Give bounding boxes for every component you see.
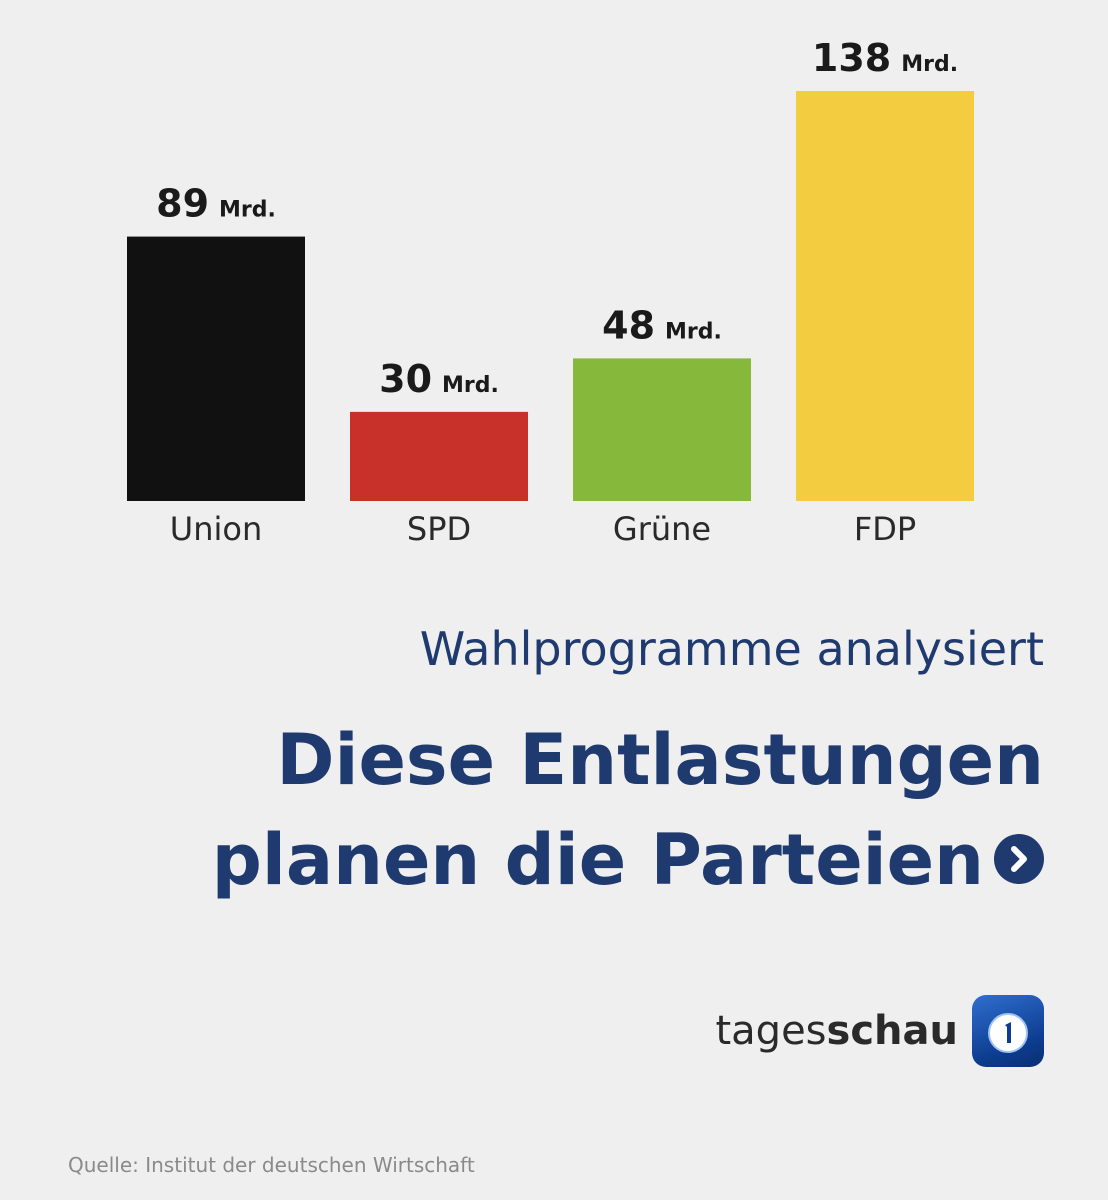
brand-name-part1: tages xyxy=(715,1008,827,1054)
headline-line-2: planen die Parteien xyxy=(212,810,1044,910)
category-label-0: Union xyxy=(170,510,262,548)
subtitle: Wahlprogramme analysiert xyxy=(419,622,1044,676)
bar-2 xyxy=(573,358,751,501)
bar-chart: 89 Mrd. Union 30 Mrd. SPD 48 Mrd. Grüne 138 Mrd. FD… xyxy=(127,36,974,548)
brand-name-part2: schau xyxy=(826,1008,958,1054)
headline-line-1: Diese Entlastungen xyxy=(276,719,1044,801)
bar-value-label-2: 48 Mrd. xyxy=(602,303,722,347)
brand: tagesschau xyxy=(715,995,1044,1067)
chevron-right-icon[interactable] xyxy=(994,833,1044,884)
bar-0 xyxy=(127,236,305,501)
headline-line-2-text: planen die Parteien xyxy=(211,819,984,901)
ard-one-logo-icon xyxy=(972,995,1044,1067)
headline[interactable]: Diese Entlastungen planen die Parteien xyxy=(212,710,1044,910)
source-note: Quelle: Institut der deutschen Wirtschaf… xyxy=(68,1153,475,1177)
bar-value-label-3: 138 Mrd. xyxy=(812,36,958,80)
category-label-1: SPD xyxy=(407,510,471,548)
category-label-2: Grüne xyxy=(613,510,711,548)
bar-3 xyxy=(796,91,974,501)
bar-1 xyxy=(350,411,528,501)
category-label-3: FDP xyxy=(854,510,916,548)
brand-name: tagesschau xyxy=(715,1008,958,1054)
bar-value-label-0: 89 Mrd. xyxy=(156,182,276,226)
bar-value-label-1: 30 Mrd. xyxy=(379,357,499,401)
